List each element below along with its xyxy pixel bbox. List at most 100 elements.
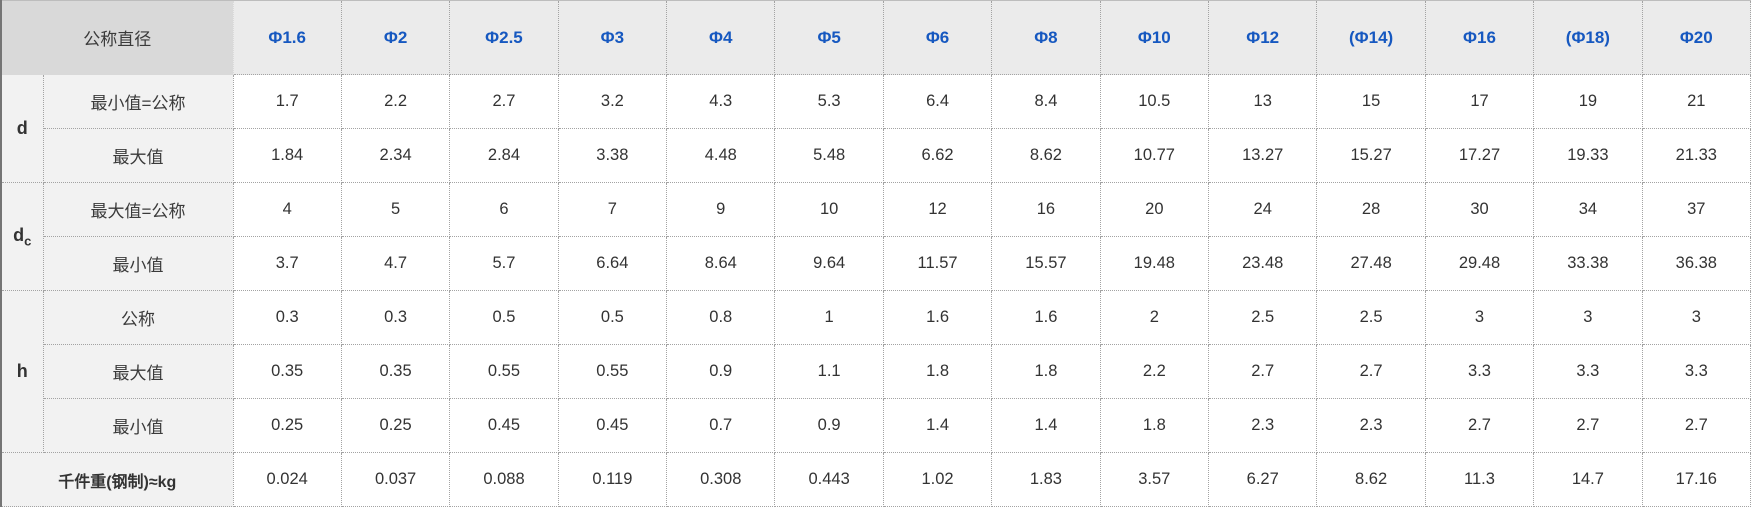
value-cell: 1.8	[991, 344, 1101, 399]
value-cell: 1.4	[991, 398, 1101, 453]
value-cell: 7	[557, 182, 668, 237]
value-cell: 28	[1316, 182, 1426, 237]
value-cell: 5	[340, 182, 451, 237]
value-cell: 6.62	[882, 128, 993, 183]
row-label: 最小值	[42, 398, 234, 453]
value-cell: 15.57	[991, 236, 1101, 291]
value-cell: 6.27	[1208, 452, 1318, 507]
group-label-d: d	[0, 74, 44, 183]
footer-label: 千件重(钢制)≈kg	[0, 452, 234, 507]
column-header-9: Φ12	[1208, 0, 1318, 75]
value-cell: 3	[1424, 290, 1535, 345]
value-cell: 4	[232, 182, 342, 237]
value-cell: 0.8	[666, 290, 776, 345]
value-cell: 2.7	[449, 74, 559, 129]
value-cell: 2.7	[1641, 398, 1752, 453]
value-cell: 2.2	[1099, 344, 1210, 399]
group-label-h: h	[0, 290, 44, 453]
value-cell: 3.7	[232, 236, 342, 291]
value-cell: 10	[774, 182, 884, 237]
value-cell: 13	[1208, 74, 1318, 129]
table-row: 最小值 0.25 0.25 0.45 0.45 0.7 0.9 1.4 1.4 1.8 2.3 2.3…	[1, 398, 1752, 453]
column-header-2: Φ2.5	[449, 0, 559, 75]
group-label-dc: dc	[0, 182, 44, 291]
value-cell: 3.3	[1641, 344, 1752, 399]
value-cell: 0.5	[449, 290, 559, 345]
value-cell: 3.3	[1424, 344, 1535, 399]
value-cell: 0.3	[232, 290, 342, 345]
value-cell: 0.5	[557, 290, 668, 345]
column-header-7: Φ8	[991, 0, 1101, 75]
value-cell: 2.3	[1316, 398, 1426, 453]
value-cell: 20	[1099, 182, 1210, 237]
value-cell: 2.2	[340, 74, 451, 129]
value-cell: 17.27	[1424, 128, 1535, 183]
value-cell: 0.308	[666, 452, 776, 507]
value-cell: 4.3	[666, 74, 776, 129]
value-cell: 10.5	[1099, 74, 1210, 129]
value-cell: 0.45	[557, 398, 668, 453]
column-header-10: (Φ14)	[1316, 0, 1426, 75]
corner-header: 公称直径	[0, 0, 234, 75]
row-label: 公称	[42, 290, 234, 345]
value-cell: 4.48	[666, 128, 776, 183]
value-cell: 5.48	[774, 128, 884, 183]
header-row: 公称直径 Φ1.6 Φ2 Φ2.5 Φ3 Φ4 Φ5 Φ6 Φ8 Φ10 Φ12 (Φ14) Φ16(…	[0, 0, 1752, 75]
column-header-8: Φ10	[1099, 0, 1210, 75]
value-cell: 33.38	[1533, 236, 1643, 291]
column-header-1: Φ2	[340, 0, 451, 75]
value-cell: 1.02	[882, 452, 993, 507]
value-cell: 30	[1424, 182, 1535, 237]
value-cell: 19.48	[1099, 236, 1210, 291]
value-cell: 3.57	[1099, 452, 1210, 507]
table-body: d 最小值=公称 1.7 2.2 2.7 3.2 4.3 5.3 6.4 8.4 10.5 13 15 1…	[0, 74, 1752, 507]
value-cell: 6.4	[882, 74, 993, 129]
value-cell: 0.024	[232, 452, 342, 507]
column-header-6: Φ6	[882, 0, 993, 75]
value-cell: 2	[1099, 290, 1210, 345]
value-cell: 8.62	[991, 128, 1101, 183]
value-cell: 15	[1316, 74, 1426, 129]
value-cell: 3	[1533, 290, 1643, 345]
table-row: 最小值 3.7 4.7 5.7 6.64 8.64 9.64 11.57 15.57 19.48 2…	[1, 236, 1752, 291]
value-cell: 0.443	[774, 452, 884, 507]
value-cell: 9.64	[774, 236, 884, 291]
value-cell: 5.3	[774, 74, 884, 129]
value-cell: 1.84	[232, 128, 342, 183]
column-header-4: Φ4	[666, 0, 776, 75]
value-cell: 17	[1424, 74, 1535, 129]
column-header-12: (Φ18)	[1533, 0, 1643, 75]
table-row: d 最小值=公称 1.7 2.2 2.7 3.2 4.3 5.3 6.4 8.4 10.5 13 15 1…	[0, 74, 1752, 183]
value-cell: 27.48	[1316, 236, 1426, 291]
value-cell: 19	[1533, 74, 1643, 129]
value-cell: 16	[991, 182, 1101, 237]
column-header-11: Φ16	[1424, 0, 1535, 75]
value-cell: 1.6	[882, 290, 993, 345]
value-cell: 2.84	[449, 128, 559, 183]
value-cell: 8.4	[991, 74, 1101, 129]
value-cell: 6.64	[557, 236, 668, 291]
value-cell: 0.25	[340, 398, 451, 453]
table-row: 最大值 1.84 2.34 2.84 3.38 4.48 5.48 6.62 8.62 10.77…	[1, 128, 1752, 183]
value-cell: 2.7	[1533, 398, 1643, 453]
table-row: h 公称 0.3 0.3 0.5 0.5 0.8 1 1.6 1.6 2 2.5 2.5 3 3 3	[0, 290, 1752, 453]
row-label: 最大值=公称	[42, 182, 234, 237]
value-cell: 0.3	[340, 290, 451, 345]
value-cell: 2.34	[340, 128, 451, 183]
value-cell: 19.33	[1533, 128, 1643, 183]
value-cell: 6	[449, 182, 559, 237]
value-cell: 2.5	[1208, 290, 1318, 345]
value-cell: 0.7	[666, 398, 776, 453]
value-cell: 11.3	[1424, 452, 1535, 507]
value-cell: 8.62	[1316, 452, 1426, 507]
value-cell: 0.35	[232, 344, 342, 399]
value-cell: 1.8	[882, 344, 993, 399]
value-cell: 24	[1208, 182, 1318, 237]
value-cell: 34	[1533, 182, 1643, 237]
value-cell: 1.8	[1099, 398, 1210, 453]
table-row: 最大值 0.35 0.35 0.55 0.55 0.9 1.1 1.8 1.8 2.2 2.7 2.7…	[1, 344, 1752, 399]
value-cell: 0.55	[449, 344, 559, 399]
group-label-subscript: c	[24, 233, 32, 249]
value-cell: 0.9	[774, 398, 884, 453]
value-cell: 13.27	[1208, 128, 1318, 183]
